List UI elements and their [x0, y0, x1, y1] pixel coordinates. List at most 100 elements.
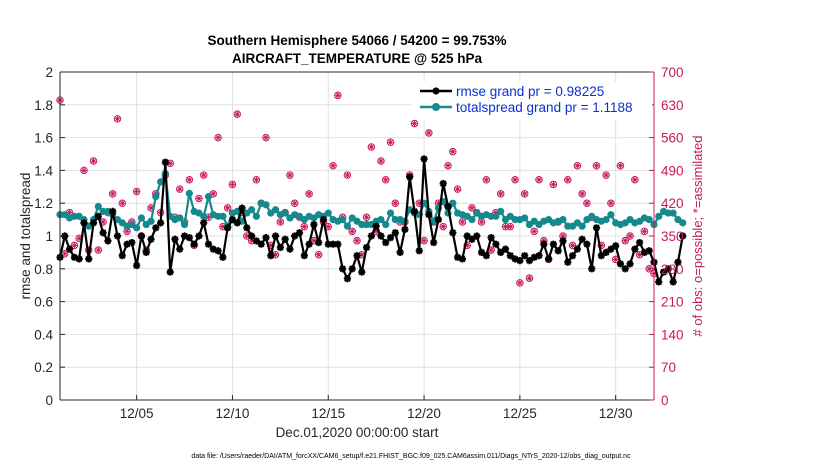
totalspread-point [200, 212, 208, 220]
obs-possible-point [496, 190, 505, 198]
rmse-point [171, 235, 179, 243]
totalspread-point [343, 222, 352, 230]
rmse-point [238, 204, 246, 212]
rmse-point [243, 224, 251, 232]
obs-assimilated-point [248, 237, 255, 244]
obs-possible-point [592, 161, 601, 170]
obs-possible-point [549, 180, 558, 189]
obs-possible-point [530, 227, 538, 236]
obs-assimilated-point [468, 204, 475, 211]
obs-possible-point [386, 138, 395, 147]
legend: rmse grand pr = 0.98225 totalspread gran… [412, 82, 652, 120]
rmse-point [636, 238, 644, 247]
obs-assimilated-point [368, 143, 375, 150]
rmse-point [180, 232, 189, 240]
rmse-point [535, 252, 543, 260]
totalspread-point [185, 189, 193, 197]
rmse-point [94, 212, 102, 220]
obs-possible-point [425, 129, 433, 137]
obs-possible-point [449, 147, 457, 156]
obs-assimilated-point [387, 139, 394, 146]
obs-possible-point [621, 236, 630, 245]
x-tick-label: 12/05 [120, 406, 154, 421]
rmse-point [468, 235, 476, 243]
rmse-point [75, 255, 83, 263]
obs-assimilated-point [492, 209, 499, 216]
obs-assimilated-point [631, 176, 638, 183]
rmse-point [554, 247, 562, 255]
rmse-point [99, 229, 107, 237]
rmse-point [204, 240, 213, 248]
rmse-point [592, 224, 601, 232]
obs-possible-point [516, 279, 524, 287]
rmse-point [315, 238, 323, 247]
rmse-point [640, 248, 649, 256]
chart-title: Southern Hemisphere 54066 / 54200 = 99.7… [207, 33, 506, 48]
obs-assimilated-point [531, 228, 538, 235]
obs-assimilated-point [253, 176, 260, 183]
y-axis-label-right: # of obs: o=possible; *=assimilated [690, 136, 705, 337]
obs-possible-point [199, 171, 208, 179]
rmse-point [200, 219, 208, 227]
obs-assimilated-point [272, 251, 279, 258]
rmse-point [353, 252, 361, 260]
left-tick-label: 1.8 [34, 98, 53, 113]
obs-assimilated-point [641, 228, 648, 235]
rmse-point [152, 224, 160, 232]
obs-possible-point [578, 190, 586, 198]
obs-possible-point [223, 204, 232, 212]
obs-assimilated-point [286, 172, 293, 179]
left-tick-label: 1.6 [34, 131, 53, 146]
totalspread-point [497, 207, 505, 215]
obs-assimilated-point [119, 200, 126, 207]
rmse-point [578, 235, 586, 243]
obs-possible-point [94, 246, 103, 254]
right-tick-label: 490 [661, 163, 684, 178]
obs-possible-point [362, 213, 371, 222]
x-tick-label: 12/15 [311, 406, 345, 421]
obs-assimilated-point [392, 200, 399, 207]
rmse-point [516, 257, 524, 265]
rmse-point [391, 229, 399, 237]
rmse-point [267, 252, 275, 260]
rmse-point [674, 258, 682, 266]
rmse-point [664, 265, 672, 273]
obs-assimilated-point [310, 237, 317, 244]
rmse-point [415, 247, 423, 255]
rmse-point [329, 240, 337, 248]
obs-assimilated-point [224, 204, 231, 211]
rmse-point [559, 237, 567, 245]
totalspread-point [137, 214, 146, 222]
obs-possible-point [286, 171, 294, 179]
rmse-point [401, 225, 409, 234]
obs-assimilated-point [95, 247, 102, 254]
obs-possible-point [118, 199, 127, 207]
obs-assimilated-point [277, 218, 284, 225]
x-tick-label: 12/10 [216, 406, 250, 421]
obs-possible-point [564, 176, 572, 184]
rmse-point [425, 211, 433, 219]
totalspread-point [602, 216, 610, 224]
totalspread-point [386, 209, 395, 217]
obs-assimilated-point [61, 250, 68, 257]
rmse-point [209, 245, 217, 253]
rmse-point [343, 275, 352, 283]
obs-possible-point [597, 241, 606, 250]
obs-assimilated-point [377, 158, 384, 165]
legend-box [412, 82, 652, 120]
obs-possible-point [468, 204, 476, 212]
left-tick-label: 1.4 [34, 163, 53, 178]
obs-assimilated-point [344, 172, 351, 179]
right-tick-label: 630 [661, 98, 684, 113]
left-tick-label: 1 [45, 229, 53, 244]
obs-possible-point [410, 119, 419, 128]
rmse-point [444, 202, 452, 211]
rmse-point [195, 232, 203, 240]
y-axis-label-left: rmse and totalspread [18, 173, 33, 300]
obs-possible-point [252, 176, 261, 184]
rmse-point [583, 240, 591, 248]
rmse-point [281, 235, 289, 243]
obs-possible-point [573, 161, 582, 170]
obs-assimilated-point [411, 120, 418, 127]
